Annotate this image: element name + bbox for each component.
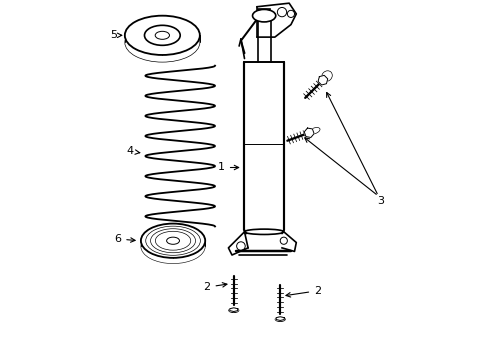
Polygon shape — [276, 317, 284, 320]
Polygon shape — [229, 308, 237, 311]
Ellipse shape — [141, 224, 205, 258]
Text: 1: 1 — [218, 162, 238, 172]
Ellipse shape — [166, 237, 179, 244]
Text: 5: 5 — [110, 30, 122, 40]
Text: 4: 4 — [126, 147, 140, 157]
Polygon shape — [317, 75, 327, 85]
Bar — [258, 9, 269, 18]
Polygon shape — [304, 128, 313, 138]
Text: 3: 3 — [376, 197, 383, 206]
Polygon shape — [228, 232, 247, 255]
Text: 2: 2 — [203, 282, 226, 292]
Ellipse shape — [144, 25, 180, 45]
Ellipse shape — [155, 31, 169, 39]
Text: 6: 6 — [114, 234, 135, 244]
Text: 2: 2 — [285, 286, 321, 297]
Ellipse shape — [252, 9, 275, 22]
Ellipse shape — [124, 16, 200, 55]
